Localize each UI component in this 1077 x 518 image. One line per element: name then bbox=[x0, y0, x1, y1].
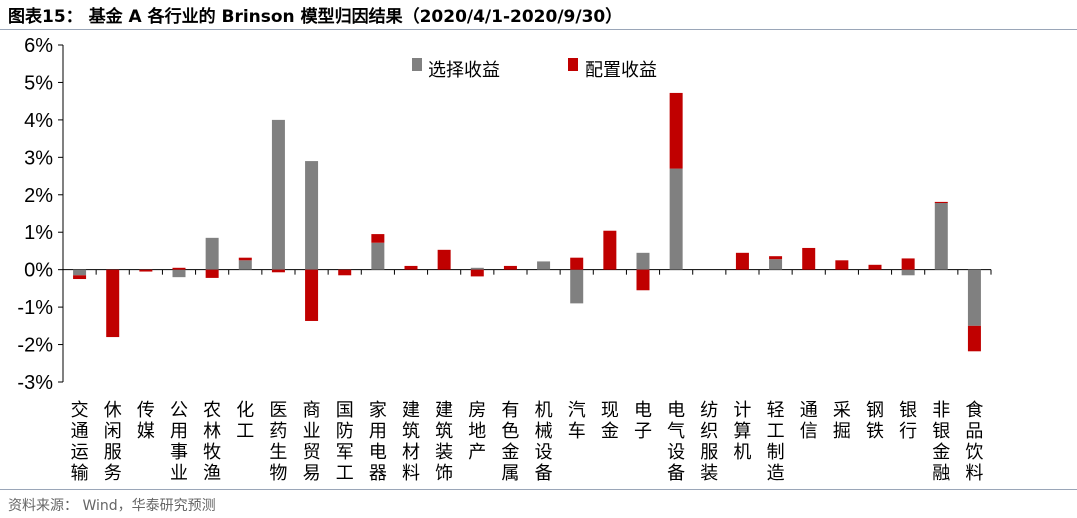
x-category-label: 轻工制造 bbox=[767, 400, 785, 484]
source-note: 资料来源： Wind，华泰研究预测 bbox=[8, 498, 216, 514]
x-category-label: 银行 bbox=[899, 400, 917, 442]
legend-swatch-allocation bbox=[568, 58, 578, 71]
bar-allocation bbox=[437, 249, 451, 270]
x-category-label: 机械设备 bbox=[535, 400, 553, 484]
bar-selection bbox=[669, 168, 683, 270]
legend-label-selection: 选择收益 bbox=[428, 60, 500, 81]
x-category-label: 计算机 bbox=[733, 400, 751, 463]
x-category-label: 交通运输 bbox=[71, 400, 89, 484]
bar-allocation bbox=[901, 258, 915, 270]
x-category-label: 商业贸易 bbox=[303, 400, 321, 484]
bar-allocation bbox=[802, 247, 816, 270]
x-category-label: 化工 bbox=[236, 400, 254, 442]
bar-selection bbox=[934, 203, 948, 270]
x-category-label: 食品饮料 bbox=[965, 400, 983, 484]
y-tick-label: -2% bbox=[17, 335, 53, 357]
x-category-label: 传媒 bbox=[137, 400, 155, 442]
y-tick-label: 0% bbox=[24, 260, 53, 282]
bar-selection bbox=[470, 267, 484, 270]
bar-selection bbox=[172, 269, 186, 278]
bar-allocation bbox=[139, 269, 153, 272]
x-category-label: 休闲服务 bbox=[104, 400, 122, 484]
bar-allocation bbox=[603, 230, 617, 270]
x-category-label: 有色金属 bbox=[501, 400, 519, 484]
x-category-label: 电气设备 bbox=[667, 400, 685, 484]
bar-selection bbox=[769, 259, 783, 270]
x-category-label: 汽车 bbox=[568, 400, 586, 442]
y-tick-label: -3% bbox=[17, 372, 53, 394]
bar-allocation bbox=[570, 257, 584, 270]
bar-allocation bbox=[503, 265, 517, 270]
bar-allocation bbox=[172, 267, 186, 270]
bar-allocation bbox=[769, 256, 783, 260]
bar-chart: 6% 5% 4% 3% 2% 1% 0% -1% -2% -3% 交通运输休闲服务传媒公用事业农林… bbox=[17, 35, 992, 484]
bar-selection bbox=[636, 252, 650, 270]
y-tick-label: 5% bbox=[24, 72, 53, 94]
x-category-label: 通信 bbox=[800, 400, 818, 442]
x-category-label: 钢铁 bbox=[866, 400, 884, 442]
bar-selection bbox=[570, 269, 584, 304]
x-category-label: 国防军工 bbox=[336, 400, 354, 484]
y-tick-label: 3% bbox=[24, 147, 53, 169]
bar-selection bbox=[537, 261, 551, 270]
bar-allocation bbox=[205, 269, 219, 278]
bars-layer bbox=[73, 92, 981, 352]
title-divider bbox=[0, 29, 1077, 30]
bar-allocation bbox=[106, 269, 120, 338]
x-category-label: 建筑装饰 bbox=[435, 400, 453, 484]
y-tick-label: 6% bbox=[24, 35, 53, 57]
bar-allocation bbox=[305, 269, 319, 321]
bar-selection bbox=[305, 161, 319, 270]
footer-divider bbox=[0, 489, 1077, 490]
x-category-label: 建筑材料 bbox=[402, 400, 420, 484]
legend-swatch-selection bbox=[412, 58, 422, 71]
bar-allocation bbox=[338, 269, 352, 276]
bar-allocation bbox=[371, 234, 385, 243]
x-category-label: 纺织服装 bbox=[700, 400, 718, 484]
x-category-label: 房地产 bbox=[468, 400, 486, 463]
bar-selection bbox=[238, 260, 252, 270]
category-labels: 交通运输休闲服务传媒公用事业农林牧渔化工医药生物商业贸易国防军工家用电器建筑材料… bbox=[71, 400, 984, 484]
bar-allocation bbox=[271, 269, 285, 273]
bar-allocation bbox=[835, 260, 849, 270]
bar-allocation bbox=[238, 257, 252, 261]
bar-allocation bbox=[636, 269, 650, 291]
bar-allocation bbox=[868, 264, 882, 270]
bar-selection bbox=[205, 237, 219, 270]
y-tick-label: 1% bbox=[24, 222, 53, 244]
bar-selection bbox=[73, 269, 87, 276]
y-tick-label: 2% bbox=[24, 185, 53, 207]
bar-allocation bbox=[404, 265, 418, 270]
x-category-label: 医药生物 bbox=[269, 400, 287, 484]
bar-allocation bbox=[735, 252, 749, 270]
x-category-label: 非银金融 bbox=[932, 400, 950, 484]
x-category-label: 现金 bbox=[601, 400, 619, 442]
axes-layer: 6% 5% 4% 3% 2% 1% 0% -1% -2% -3% bbox=[17, 35, 992, 394]
x-category-label: 电子 bbox=[634, 400, 652, 442]
x-category-label: 采掘 bbox=[833, 400, 851, 442]
bar-allocation bbox=[669, 92, 683, 169]
chart-title: 图表15： 基金 A 各行业的 Brinson 模型归因结果（2020/4/1-… bbox=[8, 7, 623, 27]
bar-allocation bbox=[967, 325, 981, 352]
bar-selection bbox=[271, 119, 285, 270]
bar-selection bbox=[901, 269, 915, 276]
bar-selection bbox=[967, 269, 981, 326]
legend-label-allocation: 配置收益 bbox=[585, 60, 657, 81]
bar-allocation bbox=[934, 201, 948, 204]
y-tick-label: 4% bbox=[24, 110, 53, 132]
x-category-label: 农林牧渔 bbox=[203, 400, 221, 484]
bar-allocation bbox=[470, 269, 484, 277]
x-category-label: 公用事业 bbox=[170, 400, 188, 484]
x-category-label: 家用电器 bbox=[369, 400, 387, 484]
legend: 选择收益 配置收益 bbox=[412, 58, 657, 81]
bar-selection bbox=[371, 242, 385, 270]
y-tick-label: -1% bbox=[17, 297, 53, 319]
bar-allocation bbox=[73, 275, 87, 280]
